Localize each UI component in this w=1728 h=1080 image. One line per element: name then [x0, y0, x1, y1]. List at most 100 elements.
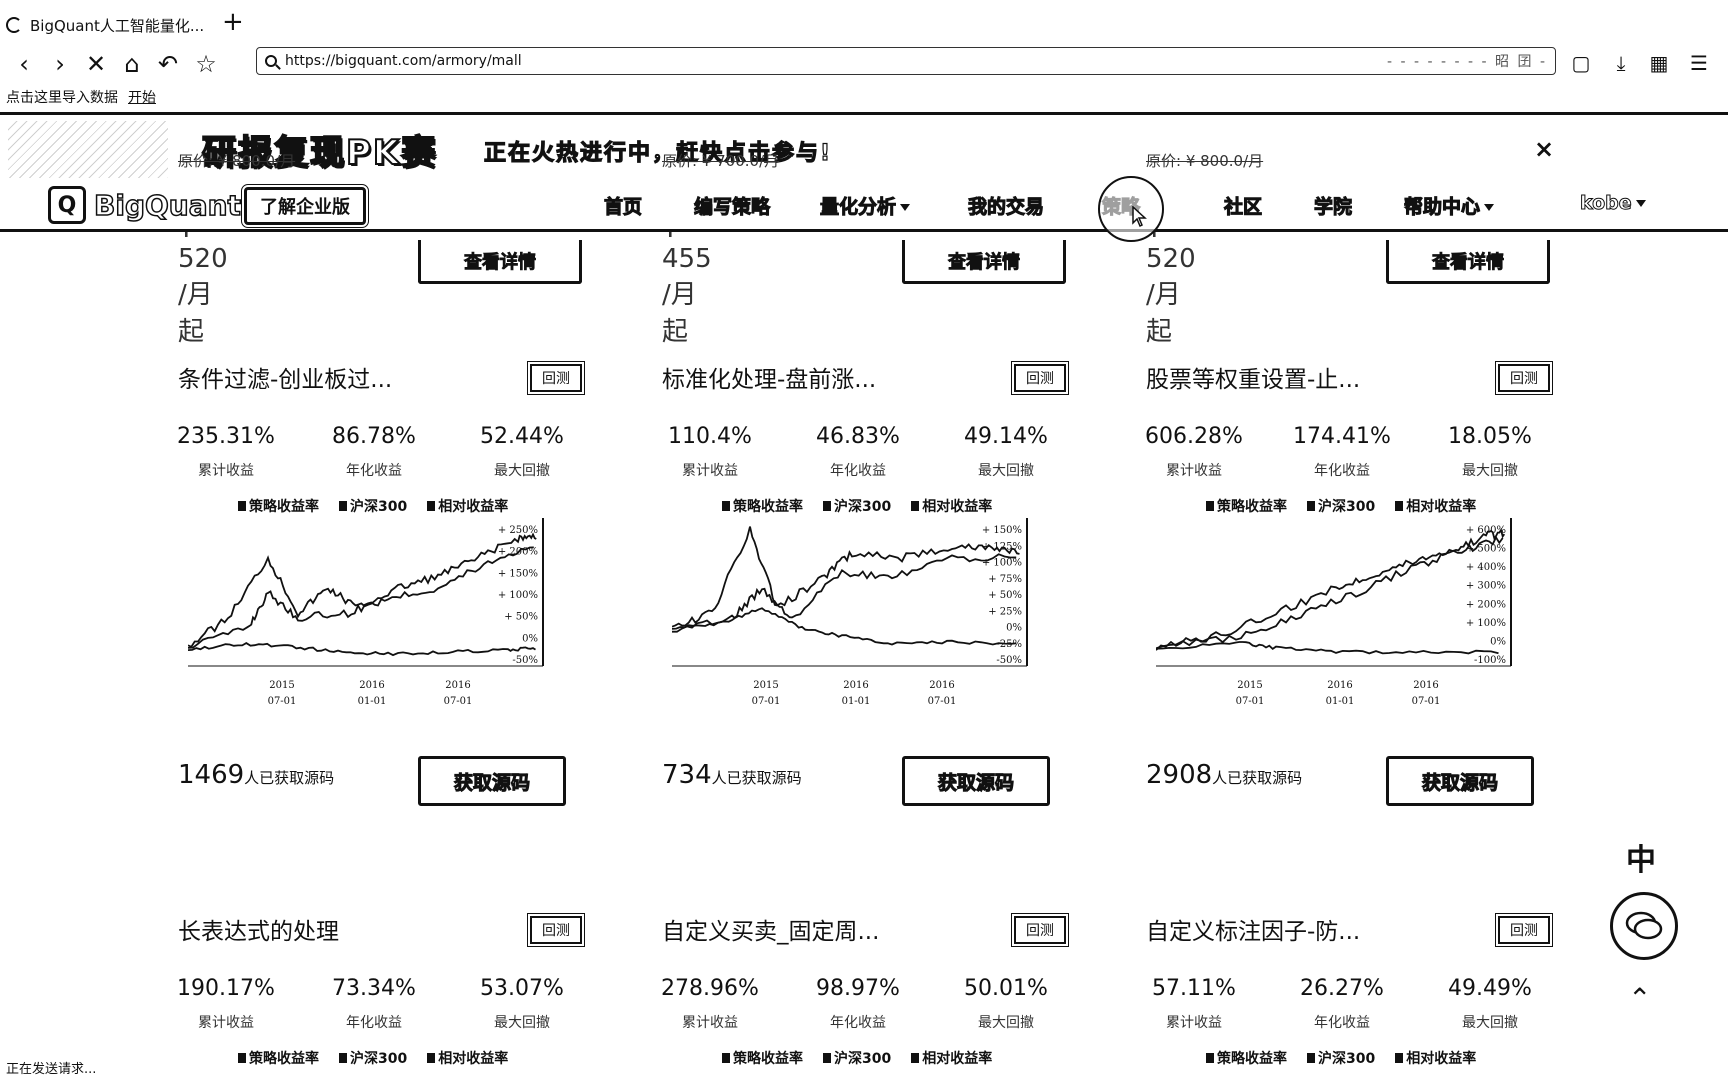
enterprise-button[interactable]: 了解企业版 — [241, 184, 369, 228]
legend-item[interactable]: 沪深300 — [823, 496, 891, 516]
nav-academy[interactable]: 学院 — [1313, 196, 1353, 219]
legend-item[interactable]: 相对收益率 — [427, 496, 508, 516]
legend-item[interactable]: 相对收益率 — [1395, 496, 1476, 516]
legend-label: 沪深300 — [1318, 499, 1376, 515]
legend-item[interactable]: 相对收益率 — [911, 1048, 992, 1068]
language-icon[interactable]: 中 — [1626, 843, 1656, 878]
chat-button[interactable] — [1610, 892, 1678, 960]
legend-item[interactable]: 策略收益率 — [238, 496, 319, 516]
bookmarks-bar: 点击这里导入数据 开始 — [0, 84, 1728, 110]
backtest-button[interactable]: 回测 — [527, 913, 585, 947]
legend-swatch — [722, 1053, 730, 1063]
site-logo[interactable]: Q BigQuant — [48, 186, 242, 224]
back-to-top-icon[interactable]: ⌃ — [1628, 982, 1652, 1015]
chart-svg: + 600% + 500% + 400% + 300% + 200% + 100% 0% -1… — [1155, 518, 1512, 707]
address-bar[interactable]: https://bigquant.com/armory/mall - - - -… — [256, 47, 1556, 75]
banner-close-icon[interactable]: × — [1534, 135, 1555, 163]
source-count: 734人已获取源码 — [662, 760, 802, 790]
legend-item[interactable]: 策略收益率 — [722, 496, 803, 516]
legend-item[interactable]: 沪深300 — [1307, 496, 1375, 516]
legend-label: 沪深300 — [834, 499, 892, 515]
legend-item[interactable]: 相对收益率 — [911, 496, 992, 516]
backtest-button[interactable]: 回测 — [1011, 913, 1069, 947]
legend-label: 相对收益率 — [438, 499, 509, 515]
get-source-button[interactable]: 获取源码 — [902, 756, 1050, 806]
performance-chart: + 250% + 200% + 150% + 100% + 50% 0% -50% 2015 0… — [187, 518, 558, 718]
strategy-title[interactable]: 条件过滤-创业板过... — [178, 367, 393, 393]
undo-icon[interactable]: ↶ — [157, 50, 179, 78]
legend-item[interactable]: 策略收益率 — [722, 1048, 803, 1068]
nav-quant-analysis[interactable]: 量化分析 — [819, 192, 911, 219]
source-count-label: 人已获取源码 — [1212, 769, 1303, 787]
source-count-number: 734 — [662, 760, 712, 790]
stat-ann-value: 86.78% — [332, 424, 416, 449]
x-tick-label: 2015 — [1237, 680, 1262, 691]
chart-legend: 策略收益率 沪深300 相对收益率 — [1206, 1048, 1476, 1068]
x-tick-label: 2016 — [359, 680, 384, 691]
stat-cum-label: 累计收益 — [682, 1015, 738, 1031]
nav-write-strategy[interactable]: 编写策略 — [693, 196, 771, 219]
legend-item[interactable]: 沪深300 — [823, 1048, 891, 1068]
legend-label: 沪深300 — [350, 1051, 408, 1067]
source-count: 2908人已获取源码 — [1146, 760, 1302, 790]
y-tick-label: + 250% — [498, 525, 538, 536]
home-icon[interactable]: ⌂ — [124, 50, 140, 78]
stat-dd-label: 最大回撤 — [978, 463, 1034, 479]
get-source-button[interactable]: 获取源码 — [418, 756, 566, 806]
get-source-button[interactable]: 获取源码 — [1386, 756, 1534, 806]
strategy-title[interactable]: 自定义标注因子-防... — [1146, 919, 1361, 945]
promo-banner[interactable]: 研报复现PK赛 正在火热进行中，赶快点击参与! × — [0, 112, 1728, 181]
legend-item[interactable]: 沪深300 — [339, 1048, 407, 1068]
star-icon[interactable]: ☆ — [195, 50, 217, 78]
strategy-title[interactable]: 自定义买卖_固定周... — [662, 919, 880, 945]
legend-item[interactable]: 沪深300 — [339, 496, 407, 516]
nav-community[interactable]: 社区 — [1223, 196, 1263, 219]
legend-swatch — [823, 1053, 831, 1063]
legend-item[interactable]: 策略收益率 — [1206, 1048, 1287, 1068]
download-icon[interactable]: ⤓ — [1616, 51, 1626, 75]
backtest-button[interactable]: 回测 — [1495, 913, 1553, 947]
x-tick-label: 07-01 — [928, 696, 957, 707]
start-link[interactable]: 开始 — [128, 90, 156, 106]
legend-item[interactable]: 相对收益率 — [427, 1048, 508, 1068]
new-tab-button[interactable]: + — [222, 7, 244, 37]
legend-label: 沪深300 — [350, 499, 408, 515]
tab-view-icon[interactable]: ▢ — [1571, 51, 1591, 75]
nav-my-trading[interactable]: 我的交易 — [967, 196, 1045, 219]
legend-item[interactable]: 相对收益率 — [1395, 1048, 1476, 1068]
legend-item[interactable]: 策略收益率 — [238, 1048, 319, 1068]
y-tick-label: -50% — [512, 655, 538, 666]
legend-swatch — [339, 1053, 347, 1063]
backtest-button[interactable]: 回测 — [527, 361, 585, 395]
x-tick-label: 2016 — [1413, 680, 1438, 691]
nav-help-center[interactable]: 帮助中心 — [1403, 192, 1495, 219]
legend-label: 相对收益率 — [922, 1051, 993, 1067]
legend-item[interactable]: 沪深300 — [1307, 1048, 1375, 1068]
legend-item[interactable]: 策略收益率 — [1206, 496, 1287, 516]
view-detail-button[interactable]: 查看详情 — [418, 240, 582, 284]
extensions-icon[interactable]: ▦ — [1649, 51, 1669, 75]
strategy-title[interactable]: 长表达式的处理 — [178, 919, 339, 945]
chart-svg: + 150%+ 125%+ 100%+ 75%+ 50%+ 25%0%-25%-… — [671, 518, 1028, 707]
view-detail-button[interactable]: 查看详情 — [902, 240, 1066, 284]
x-tick-label: 01-01 — [1326, 696, 1355, 707]
browser-tab[interactable]: BigQuant人工智能量化... — [6, 10, 226, 40]
chart-legend: 策略收益率 沪深300 相对收益率 — [722, 496, 992, 516]
stop-icon[interactable]: ✕ — [85, 50, 107, 78]
legend-label: 策略收益率 — [1217, 1051, 1287, 1067]
tab-bar: BigQuant人工智能量化... + — [0, 0, 1728, 44]
nav-user-menu[interactable]: kobe — [1580, 192, 1646, 215]
nav-home[interactable]: 首页 — [603, 196, 643, 219]
strategy-title[interactable]: 股票等权重设置-止... — [1146, 367, 1361, 393]
legend-label: 策略收益率 — [733, 1051, 803, 1067]
stat-ann-label: 年化收益 — [830, 1015, 886, 1031]
forward-icon[interactable]: › — [55, 50, 65, 78]
backtest-button[interactable]: 回测 — [1011, 361, 1069, 395]
back-icon[interactable]: ‹ — [19, 50, 29, 78]
backtest-button[interactable]: 回测 — [1495, 361, 1553, 395]
view-detail-button[interactable]: 查看详情 — [1386, 240, 1550, 284]
menu-icon[interactable]: ☰ — [1690, 51, 1708, 75]
source-count-number: 2908 — [1146, 760, 1213, 790]
import-bookmarks-text: 点击这里导入数据 — [6, 90, 118, 106]
strategy-title[interactable]: 标准化处理-盘前涨... — [662, 367, 877, 393]
